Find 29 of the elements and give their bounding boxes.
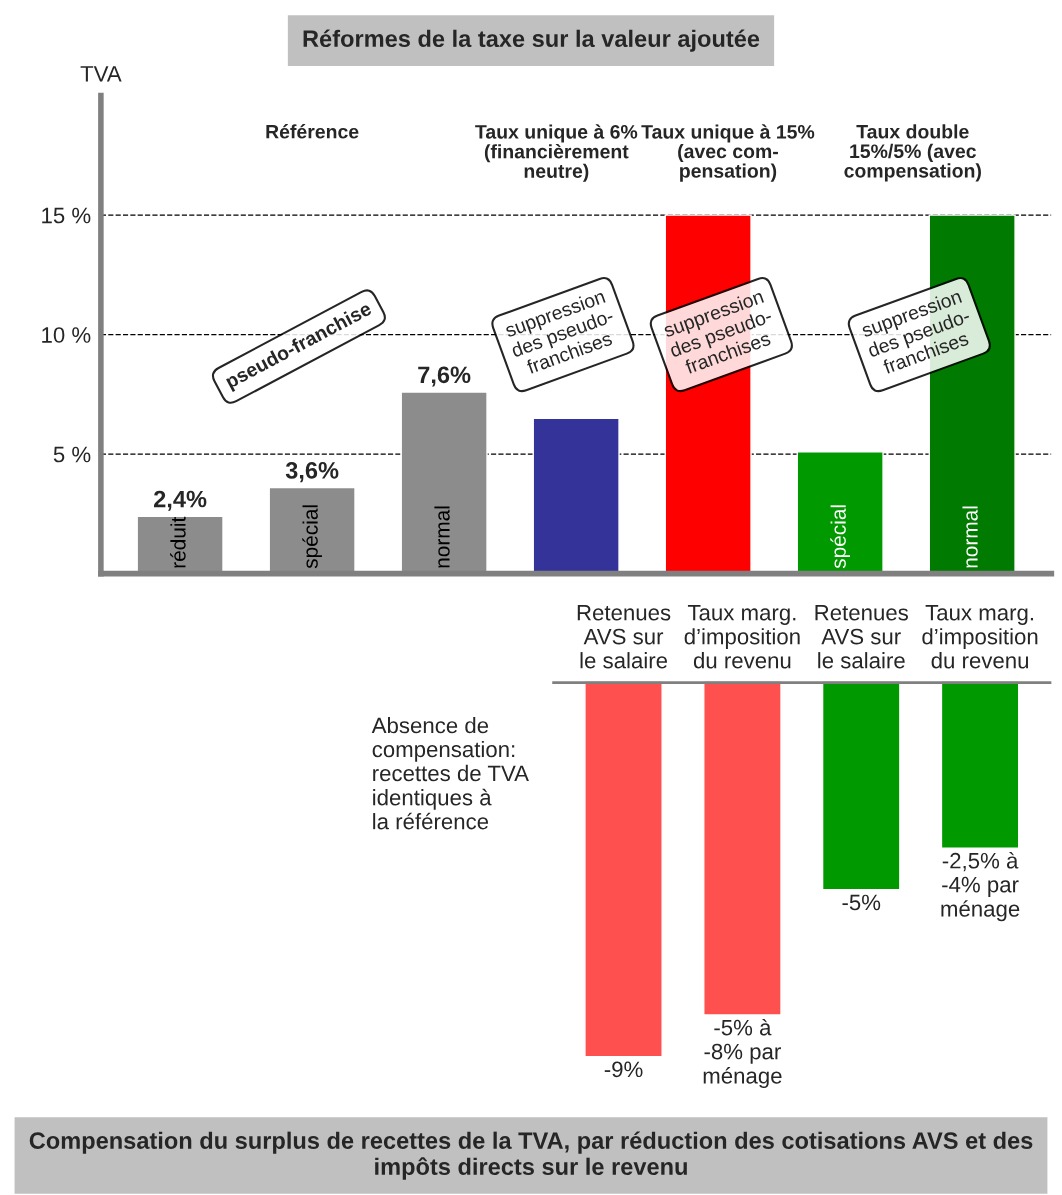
category-label: spécial — [830, 505, 850, 569]
data-label: -2,5% à -4% par ménage — [941, 851, 1020, 922]
x-tick-label: Retenues AVS sur le salaire — [815, 605, 908, 669]
bar — [532, 417, 620, 574]
annotation: Référence — [266, 124, 359, 139]
y-axis-title: TVA — [80, 66, 122, 82]
chart-title: Réformes de la taxe sur la valeur ajoutée — [303, 29, 760, 52]
annotation: Taux unique à 15% (avec com- pensation) — [641, 124, 815, 182]
x-tick-label: Taux marg. d’imposition du revenu — [684, 605, 800, 669]
text: Absence de compensation: recettes de TVA identiques à la référence — [371, 717, 529, 830]
x-tick-label: Retenues AVS sur le salaire — [577, 605, 671, 669]
annotation: Taux double 15%/5% (avec compensation) — [844, 124, 981, 182]
text: Compensation du surplus de recettes de la TVA, par réduction des cotisations AVS et des impôts directs sur le revenu — [29, 1131, 1033, 1180]
category-label: réduit — [170, 516, 186, 568]
bar — [796, 451, 884, 574]
data-label: 3,6% — [285, 462, 339, 483]
data-label: -5% à -8% par ménage — [703, 1018, 782, 1089]
category-label: normal — [962, 506, 978, 568]
data-label: 7,6% — [418, 366, 471, 387]
data-label: -9% — [604, 1061, 643, 1078]
data-label: 2,4% — [154, 490, 207, 511]
category-label: normal — [434, 506, 450, 568]
annotation: Taux unique à 6% (financièrement neutre) — [475, 124, 638, 182]
y-tick-label: 5 % — [53, 446, 91, 463]
x-tick-label: Taux marg. d’imposition du revenu — [922, 605, 1038, 669]
y-tick-label: 15 % — [42, 207, 91, 224]
data-label: -5% — [842, 894, 881, 911]
y-tick-label: 10 % — [42, 327, 91, 343]
category-label: spécial — [302, 505, 322, 569]
